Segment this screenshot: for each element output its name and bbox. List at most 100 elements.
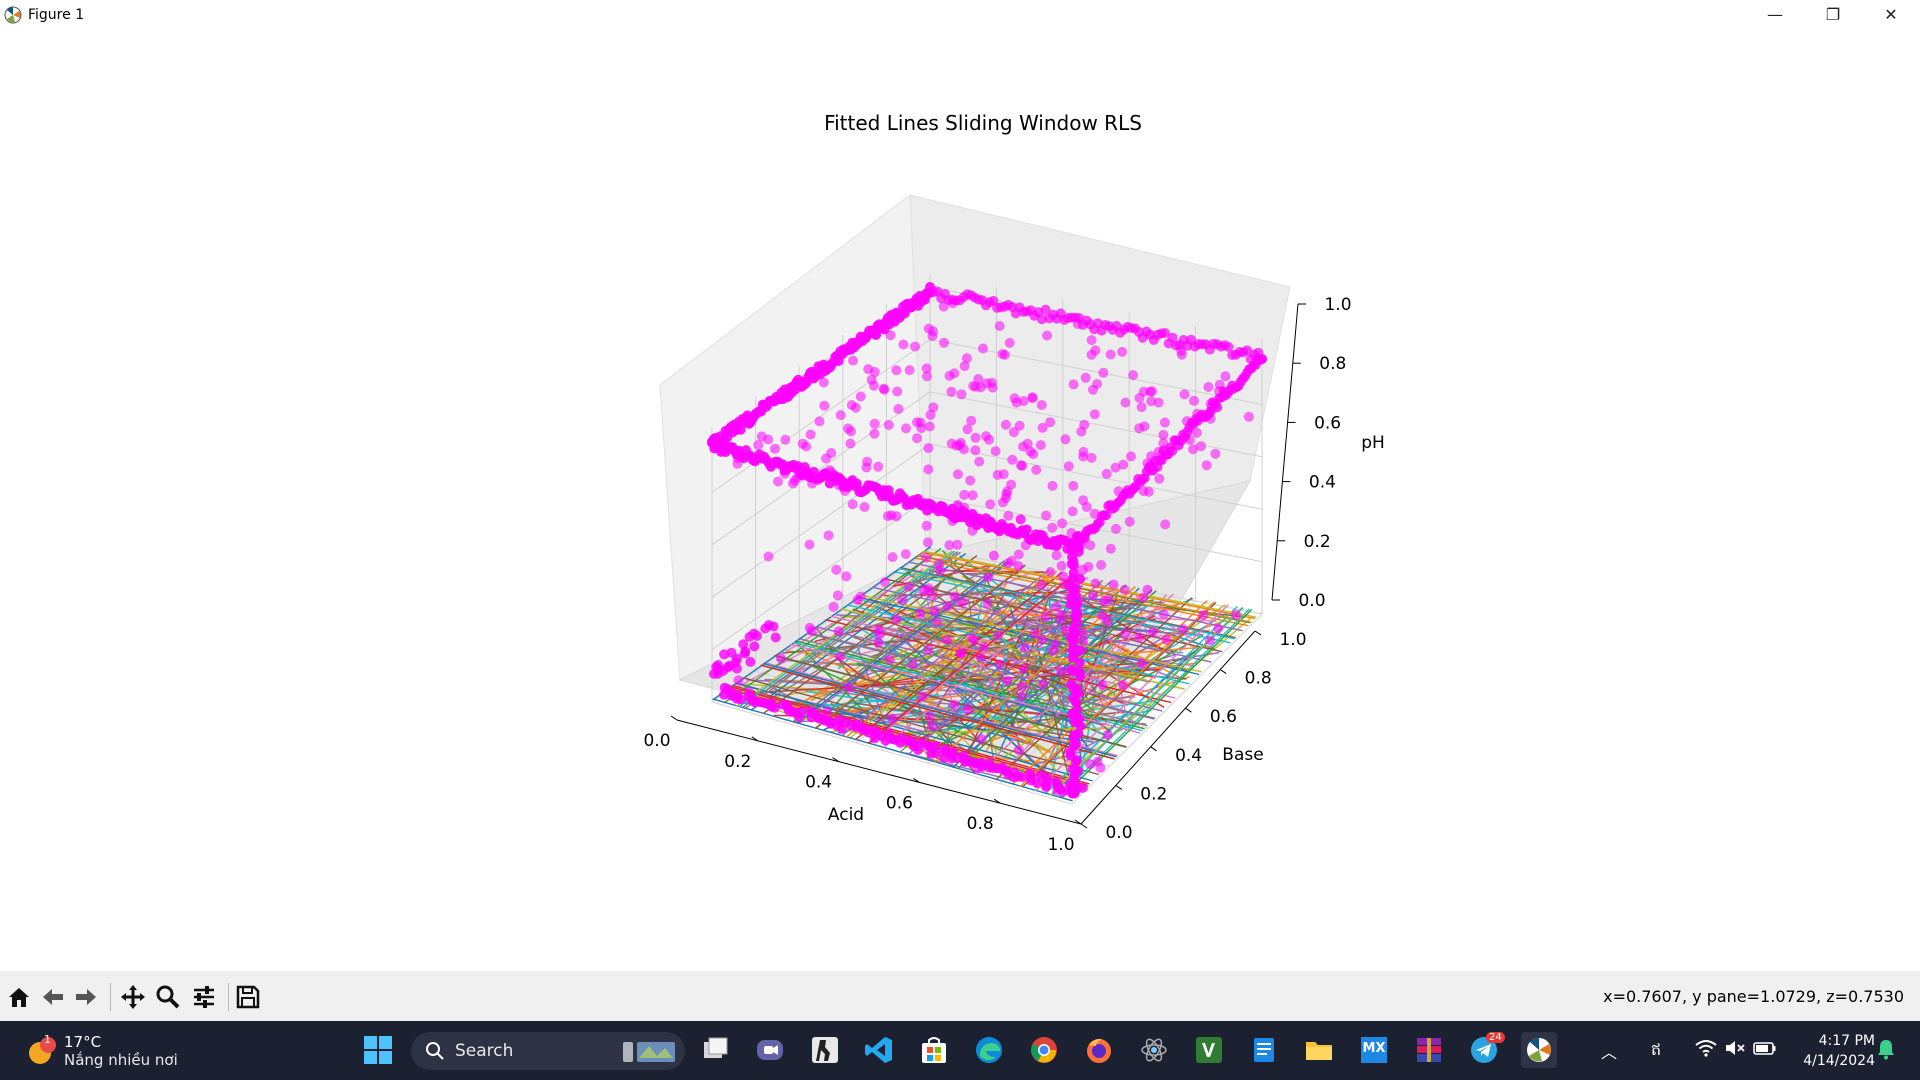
scatter-point	[1072, 705, 1083, 716]
fitted-line	[1034, 604, 1229, 792]
vscode-icon[interactable]	[861, 1032, 897, 1068]
scatter-point	[993, 629, 1004, 640]
scatter-point	[1013, 561, 1024, 572]
weather-widget[interactable]: 1 17°C Nắng nhiều nơi	[24, 1031, 184, 1071]
scatter-point	[1179, 389, 1190, 400]
scatter-point	[1052, 540, 1063, 551]
scatter-point	[970, 445, 981, 456]
counter-strike-icon[interactable]	[807, 1032, 843, 1068]
mx-app-icon[interactable]: MX	[1356, 1032, 1392, 1068]
scatter-point	[1057, 518, 1068, 529]
matplotlib-taskbar-icon[interactable]	[1521, 1032, 1557, 1068]
chrome-icon[interactable]	[1026, 1032, 1062, 1068]
fitted-line	[916, 554, 1251, 624]
scatter-point	[1105, 349, 1116, 360]
scatter-point	[1071, 612, 1082, 623]
scatter-point	[1032, 778, 1043, 788]
zoom-icon[interactable]	[152, 981, 184, 1013]
x-tick-mark	[832, 757, 839, 763]
scatter-point	[942, 634, 953, 645]
3d-plot[interactable]: 0.0 0.2 0.4 0.6 0.8 1.0 0.0 0.2 0.4 0.6 0.8 1.0 0.…	[0, 29, 1920, 971]
scatter-point	[931, 617, 942, 628]
telegram-badge: 24	[1486, 1032, 1505, 1043]
scatter-point	[928, 402, 939, 413]
microsoft-store-icon[interactable]	[916, 1032, 952, 1068]
scatter-point	[1188, 444, 1199, 455]
scatter-point	[901, 423, 911, 434]
fitted-line	[803, 650, 1051, 753]
scatter-point	[1210, 448, 1221, 459]
fitted-line	[741, 551, 958, 709]
restore-button[interactable]: ❐	[1825, 5, 1841, 24]
visual-studio-icon[interactable]	[1191, 1032, 1227, 1068]
scatter-point	[1025, 446, 1036, 457]
scatter-point	[951, 440, 962, 451]
scatter-point	[1083, 561, 1094, 572]
window-titlebar: Figure 1 — ❐ ✕	[0, 0, 1920, 29]
scatter-point	[1119, 584, 1130, 595]
unreal-engine-icon[interactable]	[1136, 1032, 1172, 1068]
ime-language-icon[interactable]: ឥ	[1651, 1040, 1662, 1059]
matplotlib-toolbar: x=0.7607, y pane=1.0729, z=0.7530	[0, 971, 1920, 1021]
pan-icon[interactable]	[117, 981, 149, 1013]
start-button[interactable]	[360, 1032, 396, 1068]
minimize-button[interactable]: —	[1767, 5, 1783, 24]
fitted-line	[895, 591, 1008, 726]
scatter-point	[1076, 426, 1087, 437]
search-box[interactable]: Search	[411, 1032, 685, 1070]
home-icon[interactable]	[3, 981, 35, 1013]
notepad-icon[interactable]	[1246, 1032, 1282, 1068]
scatter-point	[1160, 328, 1170, 338]
teams-chat-icon[interactable]	[752, 1032, 788, 1068]
telegram-icon[interactable]: 24	[1466, 1032, 1505, 1068]
scatter-point	[1070, 579, 1080, 590]
battery-icon[interactable]	[1753, 1039, 1777, 1061]
scatter-point	[1191, 427, 1202, 438]
scatter-point	[1042, 330, 1053, 341]
winrar-icon[interactable]	[1411, 1032, 1447, 1068]
scatter-point	[1063, 461, 1074, 472]
scatter-point	[1051, 601, 1062, 612]
firefox-icon[interactable]	[1081, 1032, 1117, 1068]
close-button[interactable]: ✕	[1884, 5, 1898, 24]
configure-icon[interactable]	[188, 981, 220, 1013]
scatter-point	[910, 341, 920, 352]
fitted-line	[921, 551, 1255, 620]
scatter-point	[1016, 691, 1027, 702]
back-icon[interactable]	[37, 981, 69, 1013]
scatter-point	[1002, 675, 1013, 686]
z-tick-label: 0.8	[1319, 354, 1346, 374]
system-clock[interactable]: 4:17 PM 4/14/2024	[1803, 1031, 1875, 1071]
z-tick-label: 1.0	[1324, 295, 1351, 315]
scatter-point	[897, 595, 908, 606]
fitted-line	[760, 664, 1115, 760]
scatter-point	[1138, 386, 1149, 397]
x-ticks: 0.0 0.2 0.4 0.6 0.8 1.0	[643, 715, 1082, 855]
y-tick-mark	[1080, 823, 1088, 829]
scatter-point	[873, 638, 884, 648]
scatter-point	[946, 386, 957, 397]
save-icon[interactable]	[232, 981, 264, 1013]
scatter-point	[1041, 510, 1052, 521]
y-tick-label: 0.2	[1140, 784, 1167, 804]
scatter-point	[880, 577, 890, 588]
scatter-point	[1047, 522, 1058, 533]
scatter-point	[1142, 458, 1153, 469]
task-view-icon[interactable]	[698, 1032, 734, 1068]
scatter-point	[1013, 745, 1024, 756]
wifi-icon[interactable]	[1695, 1039, 1717, 1061]
scatter-point	[812, 474, 823, 485]
figure-canvas[interactable]: Fitted Lines Sliding Window RLS 0.0 0.2 0.…	[0, 29, 1920, 971]
edge-icon[interactable]	[971, 1032, 1007, 1068]
volume-muted-icon[interactable]	[1724, 1039, 1746, 1061]
scatter-point	[1099, 596, 1110, 607]
scatter-point	[1068, 741, 1079, 752]
notification-bell-icon[interactable]	[1876, 1038, 1896, 1064]
forward-icon[interactable]	[70, 981, 102, 1013]
search-highlight-icon	[623, 1042, 675, 1062]
scatter-point	[1066, 528, 1077, 538]
file-explorer-icon[interactable]	[1301, 1032, 1337, 1068]
weather-sun-icon	[29, 1037, 56, 1064]
show-hidden-icons-chevron-icon[interactable]: ︿	[1601, 1043, 1618, 1062]
scatter-point	[923, 644, 934, 655]
